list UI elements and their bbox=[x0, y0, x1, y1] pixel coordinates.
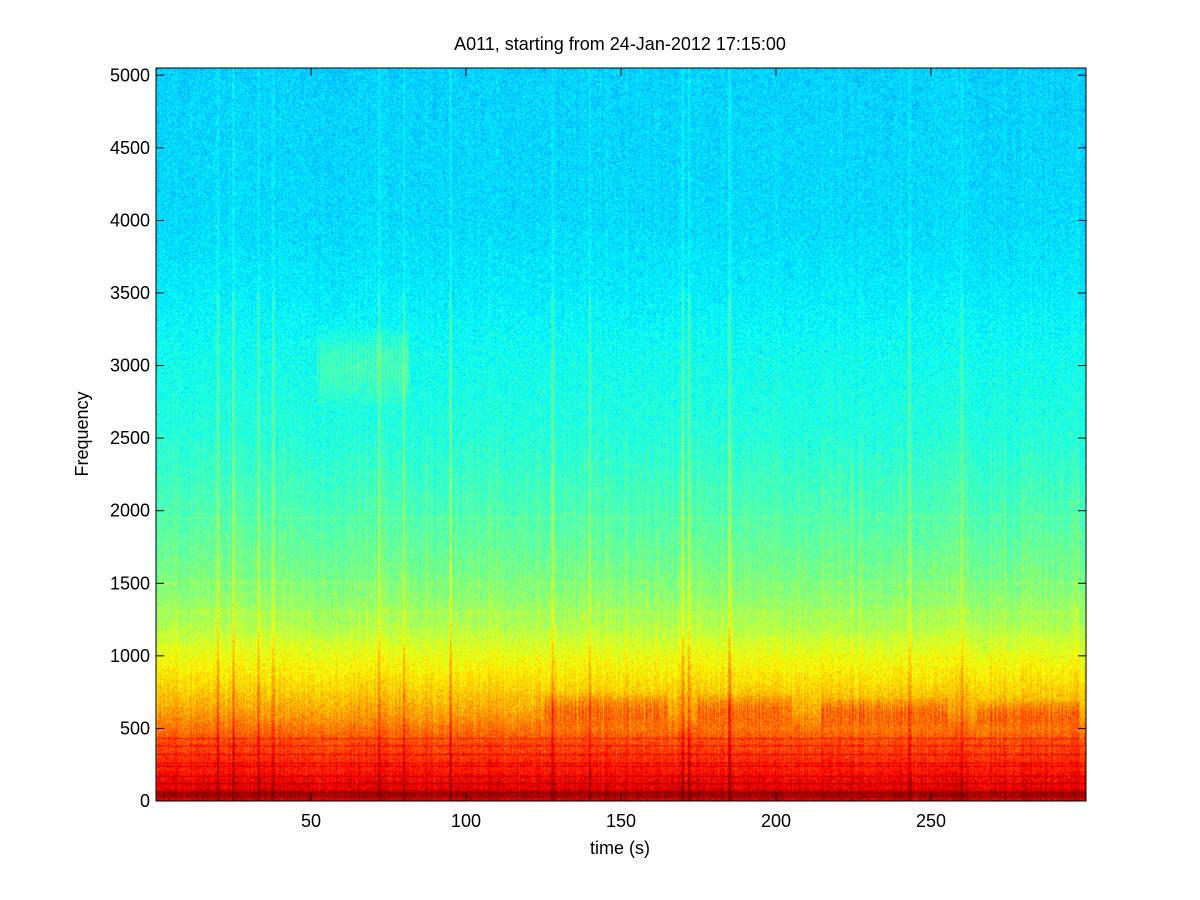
y-tick-label: 5000 bbox=[110, 65, 150, 85]
y-tick-label: 1500 bbox=[110, 573, 150, 593]
y-axis-ticks: 0 500 1000 1500 2000 2500 3000 3500 4000 4500 5000 bbox=[110, 65, 1086, 811]
y-axis-label: Frequency bbox=[72, 391, 92, 476]
y-tick-label: 500 bbox=[120, 718, 150, 738]
chart-title: A011, starting from 24-Jan-2012 17:15:00 bbox=[454, 34, 786, 54]
x-tick-label: 250 bbox=[916, 811, 946, 831]
x-tick-label: 100 bbox=[451, 811, 481, 831]
x-tick-label: 150 bbox=[606, 811, 636, 831]
x-axis-ticks: 50 100 150 200 250 bbox=[301, 68, 946, 831]
plot-area bbox=[155, 67, 1087, 802]
x-tick-label: 200 bbox=[761, 811, 791, 831]
y-tick-label: 4000 bbox=[110, 210, 150, 230]
y-tick-label: 4500 bbox=[110, 138, 150, 158]
y-tick-label: 1000 bbox=[110, 646, 150, 666]
y-tick-label: 3000 bbox=[110, 356, 150, 376]
y-tick-label: 0 bbox=[140, 791, 150, 811]
y-tick-label: 3500 bbox=[110, 283, 150, 303]
spectrogram-heatmap bbox=[156, 68, 1086, 801]
y-tick-label: 2000 bbox=[110, 501, 150, 521]
x-tick-label: 50 bbox=[301, 811, 321, 831]
x-axis-label: time (s) bbox=[590, 838, 650, 858]
y-tick-label: 2500 bbox=[110, 428, 150, 448]
